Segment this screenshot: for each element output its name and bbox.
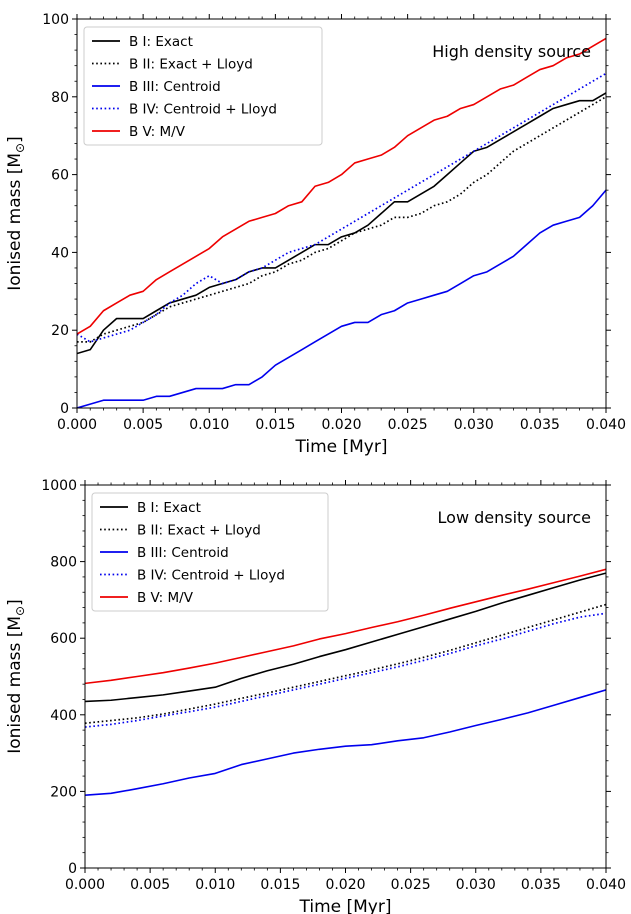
- y-tick-label: 1000: [41, 478, 77, 494]
- x-tick-label: 0.000: [65, 877, 105, 893]
- legend-label-1: B I: Exact: [137, 500, 201, 516]
- x-tick-label: 0.020: [325, 877, 365, 893]
- series-line-4: [77, 72, 606, 343]
- x-tick-label: 0.025: [388, 417, 428, 433]
- x-tick-label: 0.010: [189, 417, 229, 433]
- x-axis-label: Time [Myr]: [295, 437, 388, 457]
- x-tick-label: 0.025: [391, 877, 431, 893]
- legend-label-5: B V: M/V: [137, 590, 194, 606]
- y-tick-label: 0: [68, 861, 77, 877]
- legend: B I: Exact B II: Exact + Lloyd B III: Cent…: [91, 492, 329, 612]
- x-tick-label: 0.040: [586, 417, 626, 433]
- x-tick-label: 0.030: [454, 417, 494, 433]
- x-tick-label: 0.015: [255, 417, 295, 433]
- y-tick-label: 100: [42, 12, 69, 28]
- x-tick-label: 0.005: [130, 877, 170, 893]
- legend-label-3: B III: Centroid: [129, 79, 221, 95]
- legend-label-4: B IV: Centroid + Lloyd: [129, 102, 277, 118]
- series-line-4: [85, 612, 606, 728]
- series-line-2: [77, 96, 606, 343]
- y-tick-label: 0: [60, 401, 69, 417]
- x-tick-label: 0.000: [57, 417, 97, 433]
- series-line-5: [85, 568, 606, 685]
- annotation: High density source: [432, 42, 591, 61]
- y-tick-label: 60: [51, 168, 69, 184]
- y-tick-label: 800: [50, 555, 77, 571]
- legend: B I: Exact B II: Exact + Lloyd B III: Cent…: [83, 26, 323, 146]
- legend-label-3: B III: Centroid: [137, 545, 229, 561]
- y-tick-label: 400: [50, 708, 77, 724]
- series-line-1: [77, 92, 606, 355]
- x-axis-label: Time [Myr]: [299, 897, 392, 914]
- x-tick-label: 0.005: [123, 417, 163, 433]
- legend-label-1: B I: Exact: [129, 34, 193, 50]
- y-tick-label: 600: [50, 631, 77, 647]
- chart-low-density: 0.000 0.005 0.010 0.015 0.020 0.025 0.030 0.035…: [5, 478, 626, 914]
- annotation: Low density source: [438, 508, 591, 527]
- x-tick-label: 0.010: [195, 877, 235, 893]
- series-line-1: [85, 572, 606, 703]
- chart-high-density: 0.000 0.005 0.010 0.015 0.020 0.025 0.030 0.035…: [5, 12, 626, 457]
- legend-label-2: B II: Exact + Lloyd: [129, 57, 253, 73]
- y-tick-label: 20: [51, 323, 69, 339]
- x-tick-label: 0.040: [586, 877, 626, 893]
- x-tick-label: 0.020: [321, 417, 361, 433]
- y-axis-label: Ionised mass [M⊙]: [5, 599, 27, 754]
- series-line-5: [77, 37, 606, 335]
- y-tick-label: 200: [50, 784, 77, 800]
- legend-label-4: B IV: Centroid + Lloyd: [137, 568, 285, 584]
- y-tick-label: 80: [51, 90, 69, 106]
- x-tick-label: 0.030: [456, 877, 496, 893]
- series-line-2: [85, 603, 606, 725]
- series-group: [85, 568, 606, 797]
- series-line-3: [77, 189, 606, 408]
- y-tick-label: 40: [51, 245, 69, 261]
- x-tick-label: 0.035: [521, 877, 561, 893]
- legend-label-2: B II: Exact + Lloyd: [137, 523, 261, 539]
- legend-box: [83, 26, 323, 146]
- x-tick-label: 0.015: [260, 877, 300, 893]
- y-axis-label: Ionised mass [M⊙]: [5, 136, 27, 291]
- legend-label-5: B V: M/V: [129, 124, 186, 140]
- series-line-3: [85, 689, 606, 797]
- series-group: [77, 37, 606, 408]
- legend-box: [91, 492, 329, 612]
- x-tick-label: 0.035: [520, 417, 560, 433]
